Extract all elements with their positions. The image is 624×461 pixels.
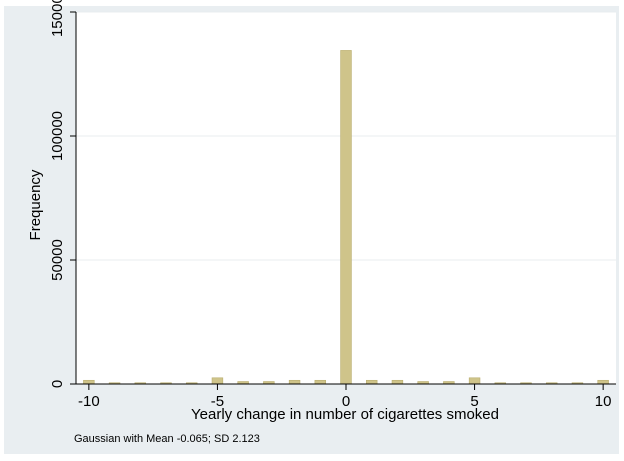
x-tick-label: -5	[211, 393, 224, 410]
y-tick-label: 150000	[49, 0, 66, 37]
x-tick-label: 10	[595, 393, 612, 410]
y-axis-ticks: 0 50000 100000 150000	[49, 0, 76, 388]
y-tick-label: 100000	[49, 111, 66, 161]
y-tick-label: 50000	[49, 239, 66, 281]
x-tick-label: -10	[78, 393, 100, 410]
histogram-bar	[597, 379, 609, 385]
histogram-bar	[288, 379, 301, 385]
histogram-bar	[83, 379, 95, 385]
histogram-bar	[468, 377, 481, 385]
histogram-bar	[391, 379, 404, 385]
y-tick-label: 0	[49, 380, 66, 388]
histogram-bar	[314, 379, 326, 385]
x-axis-ticks: -10 -5 0 5 10	[78, 384, 611, 410]
chart-note: Gaussian with Mean -0.065; SD 2.123	[74, 433, 260, 445]
y-axis-title: Frequency	[27, 169, 44, 240]
histogram-bar	[340, 50, 352, 385]
x-tick-label: 5	[470, 393, 478, 410]
histogram-bar	[366, 379, 378, 385]
x-axis-title: Yearly change in number of cigarettes sm…	[191, 406, 499, 423]
histogram-bar	[211, 377, 224, 385]
x-tick-label: 0	[342, 393, 350, 410]
